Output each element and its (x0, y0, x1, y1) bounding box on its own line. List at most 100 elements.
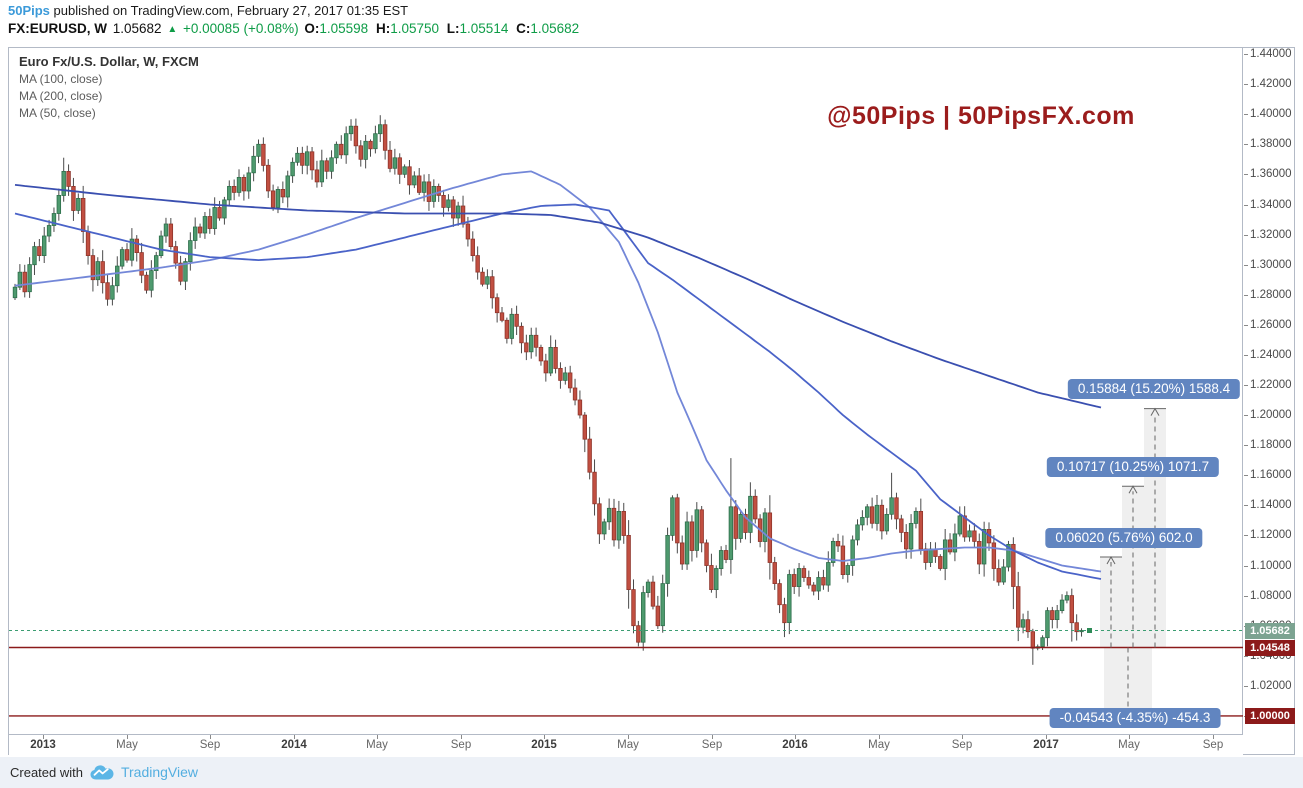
high-label: H: (375, 21, 391, 36)
price-tick-mark (1244, 204, 1248, 206)
time-tick-label: 2015 (531, 739, 557, 751)
time-tick-label: 2014 (281, 739, 307, 751)
price-axis-tag: 1.00000 (1245, 707, 1295, 724)
time-tick-label: Sep (951, 739, 973, 751)
price-tick-mark (1244, 324, 1248, 326)
price-tick-label: 1.28000 (1250, 288, 1292, 301)
created-with-text: Created with (10, 764, 83, 780)
plot-area[interactable]: Euro Fx/U.S. Dollar, W, FXCM MA (100, cl… (9, 48, 1243, 734)
time-tick-label: May (868, 739, 890, 751)
ma-line (14, 203, 1102, 580)
time-tick-label: 2013 (30, 739, 56, 751)
price-tick-mark (1244, 84, 1248, 86)
price-tick-mark (1244, 174, 1248, 176)
price-tick-mark (1244, 144, 1248, 146)
time-tick-mark (1046, 735, 1047, 739)
measurement-label: 0.15884 (15.20%) 1588.4 (1067, 379, 1241, 399)
price-tick-label: 1.26000 (1250, 318, 1292, 331)
time-tick-label: 2016 (782, 739, 808, 751)
price-tick-label: 1.36000 (1250, 168, 1292, 181)
price-tick-mark (1244, 685, 1248, 687)
legend-ma200[interactable]: MA (200, close) (19, 89, 103, 103)
pane-title: Euro Fx/U.S. Dollar, W, FXCM (19, 54, 199, 69)
candlestick-chart (9, 115, 1243, 717)
price-tick-label: 1.32000 (1250, 228, 1292, 241)
measurement-band (1122, 486, 1144, 648)
chart-frame: Euro Fx/U.S. Dollar, W, FXCM MA (100, cl… (8, 47, 1295, 755)
price-tick-label: 1.08000 (1250, 589, 1292, 602)
time-tick-label: Sep (199, 739, 221, 751)
time-tick-mark (377, 735, 378, 739)
time-tick-label: 2017 (1033, 739, 1059, 751)
price-tick-mark (1244, 385, 1248, 386)
legend-ma100[interactable]: MA (100, close) (19, 72, 103, 86)
price-tick-label: 1.16000 (1250, 469, 1292, 482)
symbol-label: FX:EURUSD, W (8, 21, 107, 36)
price-tick-mark (1244, 595, 1248, 597)
time-axis[interactable]: 2013 May Sep 2014 May Sep 2015 May Sep 2016 May Sep… (9, 734, 1243, 755)
footer-attribution: Created with TradingView (10, 762, 198, 782)
time-tick-mark (1213, 735, 1214, 739)
time-tick-mark (1129, 735, 1130, 739)
time-tick-mark (628, 735, 629, 739)
last-price: 1.05682 (112, 21, 162, 36)
price-tick-mark (1244, 445, 1248, 447)
price-tick-label: 1.44000 (1250, 48, 1292, 60)
time-tick-mark (544, 735, 545, 739)
price-tick-mark (1244, 415, 1248, 417)
time-tick-mark (879, 735, 880, 739)
byline-text: published on TradingView.com, February 2… (49, 3, 409, 18)
price-tick-mark (1244, 54, 1248, 55)
price-tick-mark (1244, 535, 1248, 537)
price-tick-label: 1.02000 (1250, 679, 1292, 692)
price-tick-label: 1.12000 (1250, 529, 1292, 542)
close-label: C: (516, 21, 531, 36)
time-tick-mark (461, 735, 462, 739)
price-tick-mark (1244, 565, 1248, 567)
price-tick-label: 1.10000 (1250, 559, 1292, 572)
price-tick-label: 1.40000 (1250, 108, 1292, 121)
time-tick-label: Sep (450, 739, 472, 751)
time-tick-label: Sep (1202, 739, 1224, 751)
price-tick-mark (1244, 294, 1248, 296)
open-value: 1.05598 (319, 21, 369, 36)
price-axis-tag: 1.04548 (1245, 639, 1295, 656)
price-tick-label: 1.14000 (1250, 499, 1292, 512)
price-tick-mark (1244, 114, 1248, 116)
high-value: 1.05750 (390, 21, 440, 36)
time-tick-mark (127, 735, 128, 739)
time-tick-label: May (1118, 739, 1140, 751)
measurement-label: 0.06020 (5.76%) 602.0 (1045, 528, 1203, 548)
close-value: 1.05682 (530, 21, 580, 36)
time-tick-label: Sep (701, 739, 723, 751)
price-axis-tag: 1.05682 (1245, 622, 1295, 639)
time-tick-mark (962, 735, 963, 739)
ma-line (14, 170, 1102, 573)
up-triangle-icon: ▲ (167, 24, 178, 35)
low-label: L: (446, 21, 460, 36)
low-value: 1.05514 (459, 21, 509, 36)
legend-ma50[interactable]: MA (50, close) (19, 106, 96, 120)
price-tick-label: 1.18000 (1250, 439, 1292, 452)
time-tick-label: May (617, 739, 639, 751)
time-tick-mark (795, 735, 796, 739)
quote-strip: FX:EURUSD, W 1.05682 ▲ +0.00085 (+0.08%)… (8, 21, 583, 36)
change-value: +0.00085 (+0.08%) (183, 21, 299, 36)
price-tick-label: 1.42000 (1250, 78, 1292, 91)
ma-line (14, 184, 1102, 409)
price-tick-label: 1.30000 (1250, 258, 1292, 271)
watermark: @50Pips | 50PipsFX.com (827, 102, 1135, 130)
price-tick-label: 1.20000 (1250, 409, 1292, 422)
price-axis[interactable]: 1.44000 1.42000 1.40000 1.38000 1.36000 1.340… (1244, 48, 1295, 734)
price-tick-mark (1244, 264, 1248, 266)
author-link[interactable]: 50Pips (8, 3, 50, 18)
price-tick-mark (1244, 505, 1248, 507)
price-tick-label: 1.24000 (1250, 348, 1292, 361)
price-tick-label: 1.38000 (1250, 138, 1292, 151)
price-tick-label: 1.22000 (1250, 379, 1292, 391)
price-tick-mark (1244, 234, 1248, 236)
tradingview-link[interactable]: TradingView (120, 764, 199, 780)
time-tick-label: May (116, 739, 138, 751)
time-tick-mark (210, 735, 211, 739)
open-label: O: (304, 21, 320, 36)
